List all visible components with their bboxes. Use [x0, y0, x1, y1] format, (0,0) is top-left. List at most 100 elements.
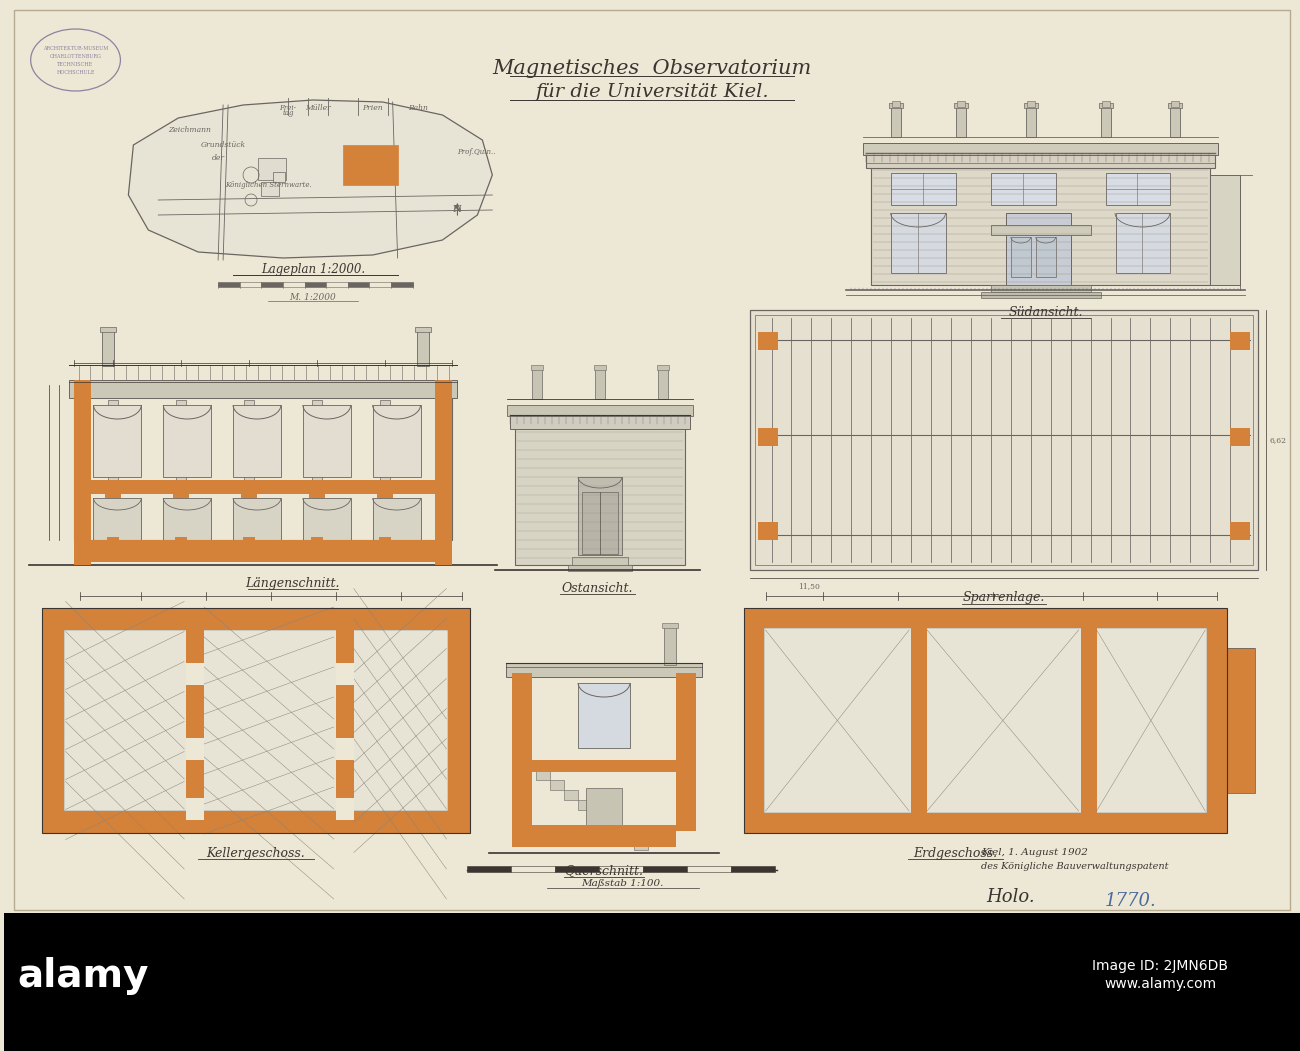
Bar	[335, 630, 354, 811]
Bar	[369, 282, 391, 287]
Bar	[64, 630, 448, 811]
Bar	[758, 332, 777, 350]
Bar	[892, 101, 900, 107]
Bar	[177, 400, 186, 490]
Bar	[94, 405, 142, 477]
Bar	[233, 405, 281, 477]
Bar	[69, 380, 458, 398]
Bar	[42, 607, 471, 833]
Bar	[273, 172, 285, 182]
Bar	[176, 537, 187, 545]
Bar	[606, 820, 620, 830]
Bar	[758, 522, 777, 540]
Text: Kiel, 1. August 1902: Kiel, 1. August 1902	[982, 848, 1088, 857]
Bar	[312, 400, 322, 490]
Bar	[335, 798, 354, 820]
Bar	[634, 840, 647, 850]
Bar	[311, 537, 322, 545]
Bar	[218, 282, 239, 287]
Bar	[1105, 173, 1170, 205]
Text: Südansicht.: Südansicht.	[1009, 306, 1083, 318]
Bar	[507, 405, 693, 416]
Bar	[186, 738, 204, 760]
Bar	[348, 282, 369, 287]
Bar	[555, 866, 599, 872]
Bar	[568, 565, 632, 571]
Text: Prof.Quin..: Prof.Quin..	[458, 148, 495, 156]
Bar	[42, 607, 64, 833]
Bar	[391, 282, 412, 287]
Bar	[658, 369, 668, 399]
Text: Sparrenlage.: Sparrenlage.	[963, 592, 1045, 604]
Bar	[434, 380, 452, 565]
Text: TECHNISCHE: TECHNISCHE	[57, 62, 94, 66]
Text: der: der	[212, 154, 225, 162]
Bar	[644, 866, 686, 872]
Bar	[1227, 648, 1254, 794]
Bar	[1170, 107, 1180, 137]
Bar	[74, 480, 434, 494]
Bar	[335, 607, 354, 833]
Bar	[656, 365, 668, 370]
Bar	[1024, 103, 1037, 108]
Bar	[1169, 103, 1182, 108]
Bar	[335, 738, 354, 760]
Bar	[74, 385, 452, 540]
Bar	[889, 103, 903, 108]
Bar	[261, 182, 280, 195]
Bar	[911, 607, 927, 833]
Bar	[744, 607, 1227, 628]
Text: für die Universität Kiel.: für die Universität Kiel.	[536, 83, 768, 101]
Bar	[758, 428, 777, 446]
Text: Magnetisches  Observatorium: Magnetisches Observatorium	[493, 59, 811, 78]
Bar	[1101, 107, 1110, 137]
Bar	[532, 369, 542, 399]
Bar	[564, 790, 579, 800]
Bar	[243, 537, 255, 545]
Bar	[244, 495, 254, 515]
Text: 11,50: 11,50	[798, 582, 820, 590]
Bar	[1006, 213, 1071, 285]
Bar	[4, 913, 1300, 1051]
Bar	[578, 800, 592, 810]
Text: M. 1:2000: M. 1:2000	[290, 292, 337, 302]
Text: Königlichen Sternwarte.: Königlichen Sternwarte.	[225, 181, 312, 189]
Bar	[512, 760, 676, 772]
Bar	[511, 415, 690, 429]
Bar	[100, 327, 117, 332]
Bar	[750, 310, 1258, 570]
Bar	[74, 380, 91, 565]
Bar	[326, 282, 348, 287]
Bar	[1230, 428, 1251, 446]
Bar	[871, 165, 1210, 285]
Bar	[303, 498, 351, 543]
Bar	[415, 327, 430, 332]
Text: Längenschnitt.: Längenschnitt.	[246, 577, 341, 590]
Bar	[377, 490, 393, 498]
Bar	[512, 825, 676, 847]
Text: Erdgeschoss.: Erdgeschoss.	[914, 846, 997, 860]
Bar	[108, 495, 118, 515]
Bar	[512, 673, 532, 831]
Text: Zeichmann: Zeichmann	[168, 126, 211, 133]
Text: tag: tag	[282, 109, 294, 117]
Bar	[731, 866, 775, 872]
Text: www.alamy.com: www.alamy.com	[1104, 977, 1217, 991]
Bar	[1080, 607, 1097, 833]
Bar	[754, 315, 1253, 565]
Bar	[42, 811, 471, 833]
Text: 6,62: 6,62	[1270, 436, 1287, 444]
Bar	[506, 663, 702, 677]
Bar	[309, 490, 325, 498]
Bar	[511, 866, 555, 872]
Text: Image ID: 2JMN6DB: Image ID: 2JMN6DB	[1092, 959, 1228, 973]
Bar	[74, 540, 452, 562]
Bar	[599, 866, 644, 872]
Bar	[373, 498, 420, 543]
Text: Holo.: Holo.	[987, 888, 1035, 906]
Bar	[991, 285, 1091, 292]
Bar	[662, 623, 677, 628]
Bar	[763, 628, 1208, 813]
Bar	[595, 369, 604, 399]
Bar	[304, 282, 326, 287]
